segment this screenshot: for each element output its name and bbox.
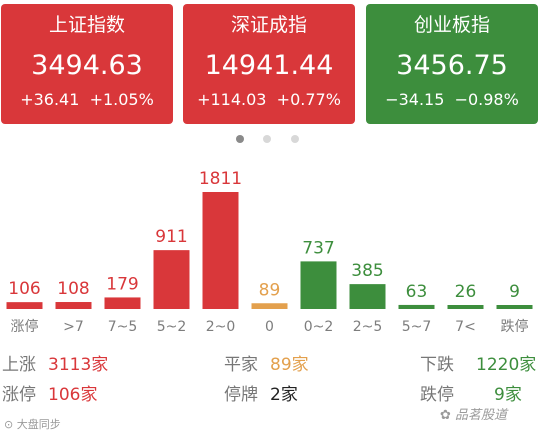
index-change: −34.15 −0.98%: [366, 90, 538, 110]
bar-6: [300, 261, 337, 309]
index-name: 上证指数: [48, 14, 125, 36]
index-value: 3456.75: [396, 50, 508, 81]
market-stats: 上涨 3113家 平家 89家 下跌 1220家 涨停 106家 停牌 2家 跌…: [0, 350, 539, 410]
watermark-right-text: 品茗股道: [455, 408, 508, 423]
limit-up-label: 涨停: [2, 385, 36, 405]
index-change-pct: +0.77%: [276, 90, 341, 109]
bar-2: [104, 297, 141, 309]
index-value: 3494.63: [31, 50, 143, 81]
bar-7: [349, 284, 386, 309]
index-change-points: +36.41: [20, 90, 80, 109]
value-label-2: 179: [106, 274, 138, 294]
value-label-8: 63: [406, 282, 428, 302]
page-dot[interactable]: [291, 135, 299, 143]
value-label-9: 26: [455, 282, 477, 302]
wechat-icon: ✿: [440, 408, 456, 423]
flat-count-value: 89家: [270, 355, 309, 375]
index-change-points: +114.03: [197, 90, 267, 109]
category-label-3: 5~2: [157, 319, 187, 335]
watermark-left: ⊙ 大盘同步: [4, 418, 61, 432]
page-dot[interactable]: [236, 135, 244, 143]
value-label-5: 89: [259, 280, 281, 300]
index-change-points: −34.15: [385, 90, 445, 109]
value-label-7: 385: [351, 261, 383, 281]
up-count-label: 上涨: [2, 355, 36, 375]
category-label-6: 0~2: [304, 319, 334, 335]
index-card-sse[interactable]: 上证指数 3494.63 +36.41 +1.05%: [1, 4, 173, 124]
down-count-value: 1220家: [476, 355, 537, 375]
index-change-pct: +1.05%: [89, 90, 154, 109]
watermark-icon: ⊙: [4, 418, 17, 431]
value-label-4: 1811: [199, 169, 242, 189]
index-cards: 上证指数 3494.63 +36.41 +1.05% 深证成指 14941.44…: [0, 4, 539, 124]
category-label-1: >7: [63, 319, 84, 335]
bar-0: [6, 302, 43, 309]
page-indicator: [0, 135, 539, 145]
category-label-9: 7<: [455, 319, 476, 335]
index-card-szse[interactable]: 深证成指 14941.44 +114.03 +0.77%: [183, 4, 355, 124]
halt-value: 2家: [270, 385, 298, 405]
bar-5: [251, 303, 288, 309]
bar-8: [398, 304, 435, 309]
index-name: 深证成指: [230, 14, 307, 36]
bar-4: [202, 192, 239, 309]
value-label-3: 911: [155, 227, 187, 247]
up-count-value: 3113家: [48, 355, 109, 375]
index-change: +36.41 +1.05%: [1, 90, 173, 110]
limit-down-value: 9家: [494, 385, 522, 405]
index-card-chinext[interactable]: 创业板指 3456.75 −34.15 −0.98%: [366, 4, 538, 124]
category-label-10: 跌停: [501, 318, 529, 335]
page-dot[interactable]: [263, 135, 271, 143]
limit-down-label: 跌停: [420, 385, 454, 405]
index-name: 创业板指: [413, 14, 490, 36]
watermark-right: ✿ 品茗股道: [440, 408, 507, 424]
halt-label: 停牌: [224, 385, 258, 405]
value-label-1: 108: [57, 279, 89, 299]
index-change: +114.03 +0.77%: [183, 90, 355, 110]
index-change-pct: −0.98%: [454, 90, 519, 109]
category-label-4: 2~0: [206, 319, 236, 335]
bar-10: [496, 305, 533, 309]
distribution-chart: 106 涨停 108 >7 179 7~5 911 5~2 1811 2~0 89 0 737 0~2 38…: [6, 169, 533, 335]
bar-3: [153, 250, 190, 309]
watermark-left-text: 大盘同步: [16, 418, 61, 431]
bar-9: [447, 305, 484, 309]
category-label-5: 0: [265, 319, 274, 335]
value-label-10: 9: [509, 282, 520, 302]
bar-1: [55, 302, 92, 309]
flat-count-label: 平家: [224, 355, 258, 375]
value-label-0: 106: [8, 279, 40, 299]
index-value: 14941.44: [204, 50, 334, 81]
category-label-7: 2~5: [353, 319, 383, 335]
value-label-6: 737: [302, 238, 334, 258]
down-count-label: 下跌: [420, 355, 454, 375]
category-label-8: 5~7: [402, 319, 432, 335]
category-label-0: 涨停: [11, 318, 39, 335]
limit-up-value: 106家: [48, 385, 98, 405]
category-label-2: 7~5: [108, 319, 138, 335]
